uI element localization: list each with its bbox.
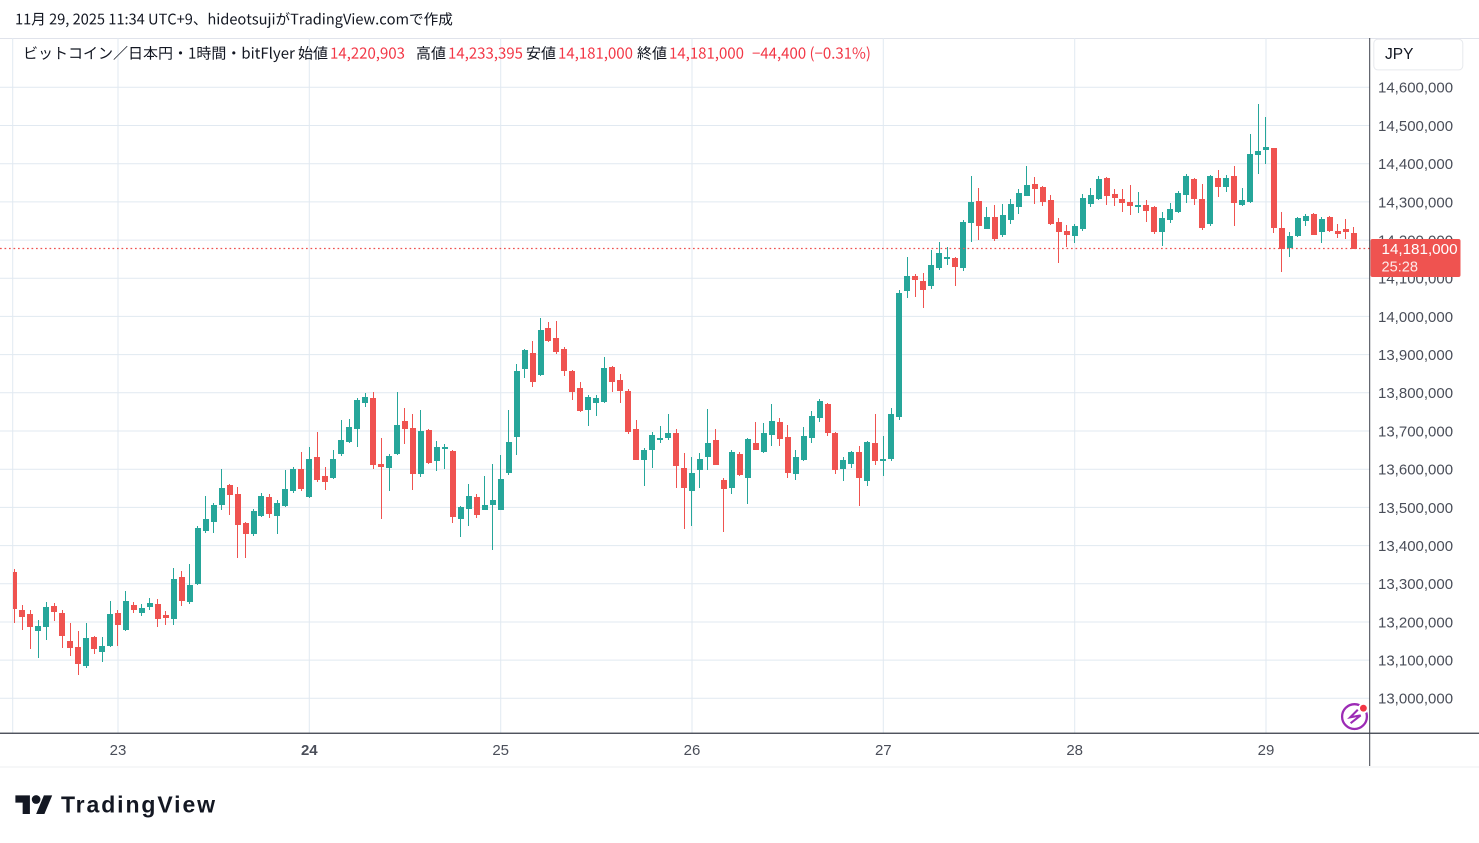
svg-text:14,500,000: 14,500,000 <box>1378 118 1453 135</box>
svg-text:13,700,000: 13,700,000 <box>1378 423 1453 440</box>
svg-text:13,500,000: 13,500,000 <box>1378 500 1453 517</box>
svg-text:14,181,000: 14,181,000 <box>1382 241 1458 258</box>
svg-text:14,000,000: 14,000,000 <box>1378 309 1453 326</box>
svg-text:14,600,000: 14,600,000 <box>1378 80 1453 97</box>
svg-text:23: 23 <box>110 742 127 759</box>
svg-text:13,200,000: 13,200,000 <box>1378 614 1453 631</box>
svg-text:TradingView: TradingView <box>61 792 217 818</box>
svg-text:25:28: 25:28 <box>1382 260 1419 276</box>
svg-text:14,300,000: 14,300,000 <box>1378 194 1453 211</box>
svg-text:25: 25 <box>492 742 509 759</box>
svg-text:13,100,000: 13,100,000 <box>1378 653 1453 670</box>
svg-text:13,300,000: 13,300,000 <box>1378 576 1453 593</box>
svg-text:13,000,000: 13,000,000 <box>1378 691 1453 708</box>
svg-text:28: 28 <box>1066 742 1083 759</box>
svg-text:JPY: JPY <box>1385 46 1413 63</box>
svg-text:29: 29 <box>1258 742 1275 759</box>
svg-text:13,800,000: 13,800,000 <box>1378 385 1453 402</box>
svg-text:13,400,000: 13,400,000 <box>1378 538 1453 555</box>
svg-text:13,900,000: 13,900,000 <box>1378 347 1453 364</box>
svg-text:27: 27 <box>875 742 892 759</box>
svg-text:13,600,000: 13,600,000 <box>1378 462 1453 479</box>
svg-text:26: 26 <box>684 742 701 759</box>
svg-text:14,400,000: 14,400,000 <box>1378 156 1453 173</box>
svg-text:24: 24 <box>301 742 318 759</box>
